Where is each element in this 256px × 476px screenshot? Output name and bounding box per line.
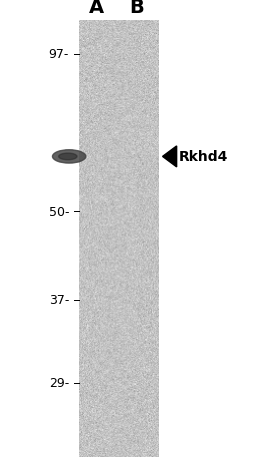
Ellipse shape [52,150,86,164]
Text: B: B [130,0,144,17]
Polygon shape [163,147,177,168]
Text: 29-: 29- [49,377,69,390]
Text: 50-: 50- [49,205,69,218]
Text: Rkhd4: Rkhd4 [179,150,229,164]
Text: 97-: 97- [49,48,69,61]
Ellipse shape [59,154,77,160]
Text: A: A [88,0,104,17]
Text: 37-: 37- [49,293,69,307]
